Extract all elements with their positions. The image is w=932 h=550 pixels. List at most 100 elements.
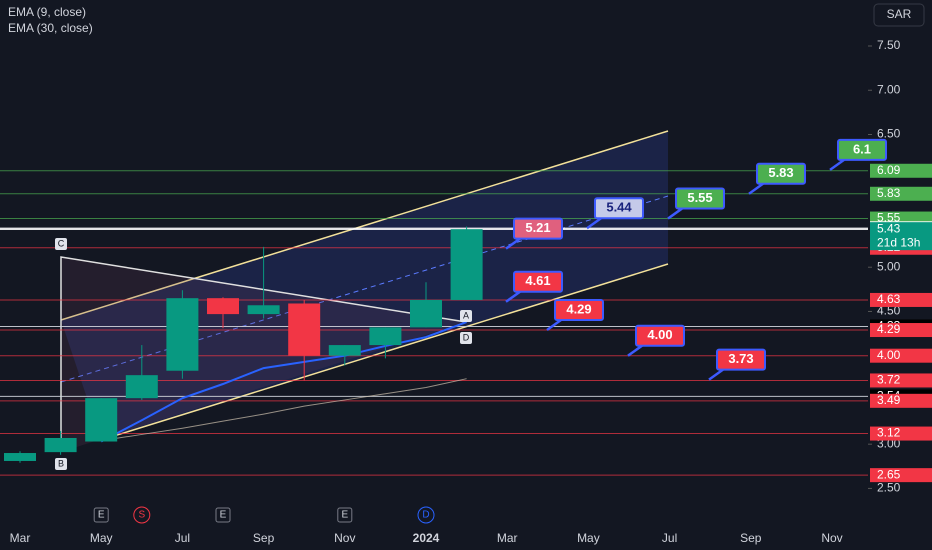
pattern-point: B [58,458,64,468]
countdown: 21d 13h [877,235,920,249]
currency-box [873,3,925,27]
price-label: 3.12 [877,426,901,440]
price-label: 2.65 [877,467,901,481]
price-label: 6.09 [877,163,901,177]
event-label: E [341,510,348,521]
projection-arrow [505,237,521,250]
projection-arrow [627,344,643,357]
x-tick-label: May [90,531,113,545]
candle-body [166,298,199,371]
event-label: S [138,510,145,521]
channel-upper [60,130,669,321]
projection-box [635,324,685,347]
projection-label: 5.55 [687,190,712,205]
price-label-bg [870,393,932,408]
currency: SAR [887,7,912,21]
current-price-label: 5.43 [877,221,901,235]
projection-label: 4.00 [647,327,672,342]
pattern-point: D [463,332,470,342]
channel-mid [60,195,669,383]
projection-label: 4.61 [525,273,550,288]
projection-box [837,138,887,161]
price-label-bg [870,323,932,338]
candle-body [369,327,402,346]
x-tick-label: Mar [497,531,518,545]
ema-line [100,321,467,443]
price-label-bg [870,292,932,307]
price-label: 4.00 [877,348,901,362]
candle-body [4,453,36,461]
candle-body [328,345,361,356]
price-label: 3.49 [877,393,901,407]
event-marker [337,507,353,523]
projection-arrow [829,158,845,171]
price-label: 4.63 [877,292,901,306]
price-label-bg [870,163,932,178]
channel-fill [61,131,668,440]
legend-item: EMA (30, close) [8,21,93,35]
y-tick-label: 2.50 [877,481,901,495]
candle-body [410,299,442,328]
price-label: 3.72 [877,373,901,387]
legend-item: EMA (9, close) [8,5,86,19]
price-label-bg [870,373,932,388]
candle-body [450,229,483,300]
candle-body [288,303,321,356]
projection-arrow [586,217,602,230]
x-tick-label: Sep [253,531,275,545]
price-label: 4.29 [877,322,901,336]
pattern-point: C [58,238,65,248]
projection-box [716,348,766,371]
pattern-point-bg [55,458,67,470]
projection-label: 4.29 [566,301,591,316]
event-marker [133,506,151,524]
y-tick-label: 7.00 [877,82,901,96]
projection-box [554,299,604,322]
projection-box [513,270,563,293]
x-tick-label: Nov [821,531,842,545]
projection-box [756,162,806,185]
projection-box [594,197,644,220]
projection-label: 3.73 [728,351,753,366]
projection-label: 5.21 [525,220,550,235]
projection-arrow [546,319,562,332]
price-label: 5.83 [877,186,901,200]
candle-body [125,375,158,399]
event-label: E [220,510,227,521]
price-label-bg [870,348,932,363]
projection-arrow [748,182,764,195]
x-tick-label: Mar [10,531,31,545]
projection-arrow [667,207,683,220]
event-marker [417,506,435,524]
channel-lower [100,263,669,441]
event-marker [215,507,231,523]
price-axis [868,0,932,550]
projection-box [675,187,725,210]
event-label: E [98,510,105,521]
y-tick-label: 4.50 [877,304,901,318]
price-label-bg [870,186,932,201]
projection-box [513,217,563,240]
pattern-point-bg [55,238,67,250]
projection-arrow [505,290,521,303]
y-tick-label: 5.00 [877,259,901,273]
price-label: 5.55 [877,211,901,225]
candle-body [85,398,118,442]
pattern-point-bg [460,310,472,322]
y-tick-label: 7.50 [877,38,901,52]
projection-label: 5.83 [768,165,793,180]
x-tick-label: 2024 [413,531,440,545]
projection-label: 5.44 [606,200,632,215]
y-tick-label: 6.50 [877,127,901,141]
x-tick-label: Nov [334,531,355,545]
ema-line [101,378,467,442]
x-tick-label: Sep [740,531,762,545]
price-label-bg [870,426,932,441]
projection-label: 6.1 [853,141,871,156]
pattern-point-bg [460,332,472,344]
price-label-bg [870,468,932,483]
pattern-point: A [463,310,469,320]
projection-arrow [708,368,724,381]
event-marker [93,507,109,523]
